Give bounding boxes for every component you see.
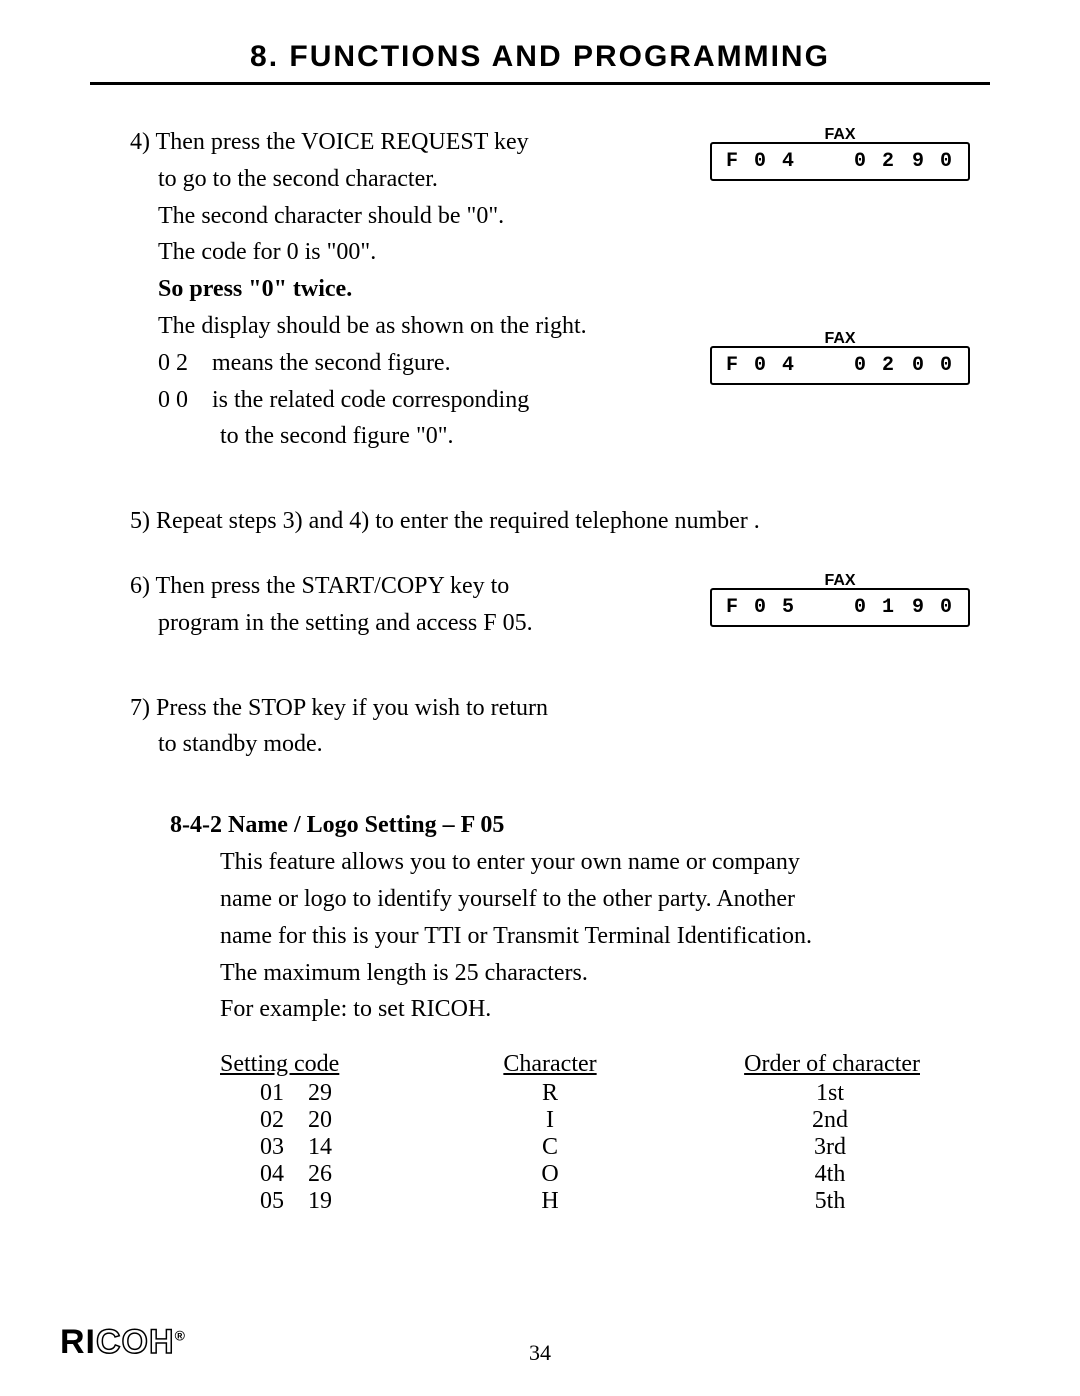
step7-line1: 7) Press the STOP key if you wish to ret… (130, 691, 970, 726)
th-order: Order of character (744, 1051, 920, 1077)
th-setting-code: Setting code (220, 1051, 339, 1077)
page-root: 8. FUNCTIONS AND PROGRAMMING 4) Then pre… (0, 0, 1080, 1396)
display3-left: F 0 5 (726, 596, 796, 619)
display-box-1: FAX F 0 4 0 2 9 0 (710, 126, 970, 181)
display-box-3: FAX F 0 5 0 1 9 0 (710, 572, 970, 627)
r4-codeB: 26 (308, 1161, 332, 1188)
table-row: 05 19 H 5th (220, 1188, 920, 1215)
display2-r1: 0 2 (854, 354, 896, 377)
step4-02-desc: means the second figure. (212, 350, 451, 376)
subsection-text: This feature allows you to enter your ow… (220, 845, 900, 1027)
step4-00-desc: is the related code corresponding (212, 387, 529, 413)
r2-codeB: 20 (308, 1107, 332, 1134)
step7-line2: to standby mode. (130, 727, 970, 762)
display3-r2: 9 0 (912, 596, 954, 619)
r1-order: 1st (660, 1080, 920, 1107)
display2-lcd: F 0 4 0 2 0 0 (710, 346, 970, 385)
r2-order: 2nd (660, 1107, 920, 1134)
display2-left: F 0 4 (726, 354, 796, 377)
r1-codeB: 29 (308, 1080, 332, 1107)
r4-char: O (440, 1161, 660, 1188)
th-character: Character (503, 1051, 596, 1077)
step4-line4: The code for 0 is "00". (130, 235, 970, 270)
r5-codeB: 19 (308, 1188, 332, 1215)
subsection-heading: 8-4-2 Name / Logo Setting – F 05 (170, 812, 970, 839)
display1-left: F 0 4 (726, 150, 796, 173)
r3-char: C (440, 1134, 660, 1161)
r4-codeA: 04 (260, 1161, 284, 1188)
step4-line8: 0 0 is the related code corresponding (130, 383, 970, 418)
table-row: 02 20 I 2nd (220, 1107, 920, 1134)
r2-char: I (440, 1107, 660, 1134)
r5-order: 5th (660, 1188, 920, 1215)
subtext-l2: name or logo to identify yourself to the… (220, 882, 900, 917)
display3-lcd: F 0 5 0 1 9 0 (710, 588, 970, 627)
subtext-l1: This feature allows you to enter your ow… (220, 845, 900, 880)
display1-r1: 0 2 (854, 150, 896, 173)
chapter-title: 8. FUNCTIONS AND PROGRAMMING (90, 40, 990, 74)
r3-order: 3rd (660, 1134, 920, 1161)
r1-char: R (440, 1080, 660, 1107)
r4-order: 4th (660, 1161, 920, 1188)
step4-00: 0 0 (158, 387, 188, 413)
table-row: 04 26 O 4th (220, 1161, 920, 1188)
step4-line9: to the second figure "0". (130, 419, 970, 454)
title-underline (90, 82, 990, 85)
step4-line3: The second character should be "0". (130, 199, 970, 234)
r2-codeA: 02 (260, 1107, 284, 1134)
r5-codeA: 05 (260, 1188, 284, 1215)
step-5: 5) Repeat steps 3) and 4) to enter the r… (130, 504, 770, 539)
step4-02: 0 2 (158, 350, 188, 376)
display1-r2: 9 0 (912, 150, 954, 173)
r3-codeA: 03 (260, 1134, 284, 1161)
r1-codeA: 01 (260, 1080, 284, 1107)
display-box-2: FAX F 0 4 0 2 0 0 (710, 330, 970, 385)
table-header: Setting code Character Order of characte… (220, 1051, 920, 1080)
table-row: 01 29 R 1st (220, 1080, 920, 1107)
subtext-l3: name for this is your TTI or Transmit Te… (220, 919, 900, 954)
display3-r1: 0 1 (854, 596, 896, 619)
step-7: 7) Press the STOP key if you wish to ret… (130, 691, 970, 763)
subtext-l5: For example: to set RICOH. (220, 992, 900, 1027)
display1-lcd: F 0 4 0 2 9 0 (710, 142, 970, 181)
page-number: 34 (0, 1340, 1080, 1366)
display2-r2: 0 0 (912, 354, 954, 377)
setting-code-table: Setting code Character Order of characte… (220, 1051, 920, 1215)
subtext-l4: The maximum length is 25 characters. (220, 956, 900, 991)
table-row: 03 14 C 3rd (220, 1134, 920, 1161)
r3-codeB: 14 (308, 1134, 332, 1161)
r5-char: H (440, 1188, 660, 1215)
step4-line5: So press "0" twice. (130, 272, 970, 307)
